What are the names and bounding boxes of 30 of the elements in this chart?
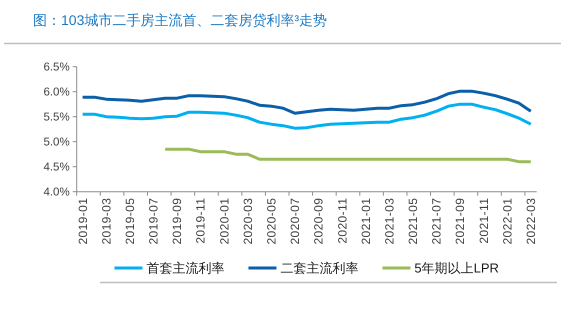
legend-label: 5年期以上LPR xyxy=(414,260,499,276)
x-tick-label: 2019-05 xyxy=(122,198,137,245)
x-tick-label: 2019-11 xyxy=(194,198,208,244)
x-tick-label: 2019-09 xyxy=(170,198,184,245)
x-tick-label: 2022-03 xyxy=(524,198,538,245)
y-tick-label: 5.0% xyxy=(43,136,70,149)
x-tick-label: 2020-05 xyxy=(264,198,279,245)
y-tick-label: 4.0% xyxy=(43,186,70,199)
x-tick-label: 2020-09 xyxy=(312,198,326,245)
x-tick-label: 2021-05 xyxy=(406,198,420,245)
x-tick-label: 2020-11 xyxy=(335,198,350,244)
x-tick-label: 2022-01 xyxy=(500,198,514,245)
y-tick-label: 6.5% xyxy=(43,62,70,74)
y-tick-label: 6.0% xyxy=(43,86,70,99)
x-tick-label: 2020-03 xyxy=(240,198,255,245)
x-tick-label: 2020-07 xyxy=(288,198,302,245)
legend-label: 首套主流利率 xyxy=(146,260,224,276)
x-tick-label: 2019-03 xyxy=(99,198,114,245)
y-tick-label: 4.5% xyxy=(43,162,70,174)
x-tick-label: 2019-07 xyxy=(146,198,161,245)
x-tick-label: 2021-09 xyxy=(453,198,468,245)
legend-label: 二套主流利率 xyxy=(280,260,358,276)
y-tick-label: 5.5% xyxy=(43,112,70,124)
x-tick-label: 2021-03 xyxy=(382,198,396,245)
x-tick-label: 2021-07 xyxy=(430,198,444,245)
x-tick-label: 2021-11 xyxy=(476,198,491,244)
x-tick-label: 2019-01 xyxy=(76,198,90,245)
x-tick-label: 2021-01 xyxy=(358,198,373,245)
title: 图：103城市二手房主流首、二套房贷利率³走势 xyxy=(33,12,328,28)
x-tick-label: 2020-01 xyxy=(217,198,232,245)
